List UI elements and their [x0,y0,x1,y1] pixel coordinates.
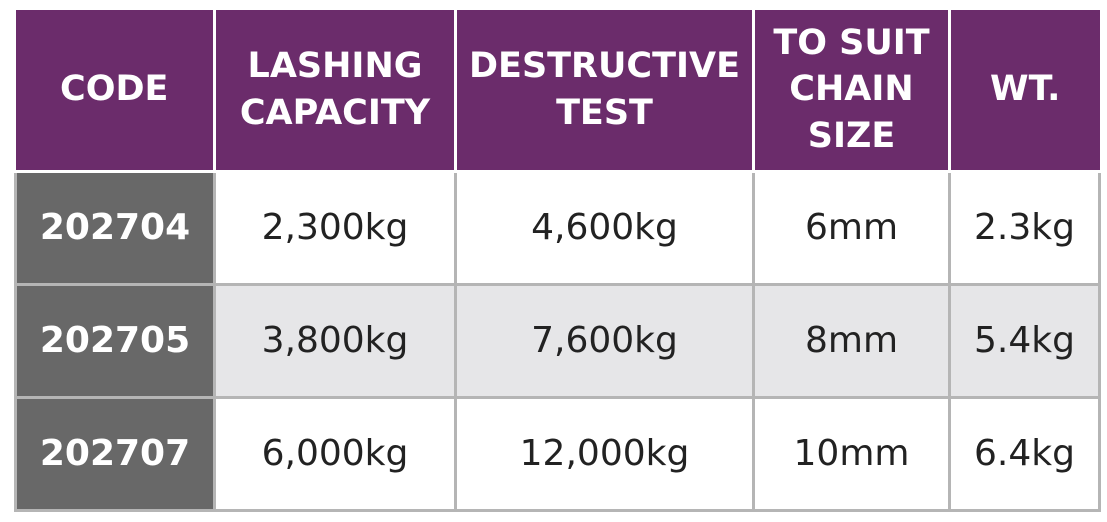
header-code-line: CODE [60,69,169,110]
table-row: 202704 2,300kg 4,600kg 6mm 2.3kg [14,169,1101,286]
header-code: CODE [15,10,216,173]
cell-weight: 6.4kg [948,395,1101,512]
cell-lashing-capacity: 3,800kg [213,282,457,399]
header-destructive-test-line: DESTRUCTIVE [469,46,740,87]
cell-destructive-test: 12,000kg [454,395,755,512]
table-header-row: CODE LASHING CAPACITY DESTRUCTIVE TEST T… [15,10,1100,173]
cell-code: 202707 [14,395,216,512]
header-chain-size-line: SIZE [807,116,896,157]
cell-destructive-test: 7,600kg [454,282,755,399]
header-lashing-capacity-line: CAPACITY [239,92,431,133]
header-destructive-test: DESTRUCTIVE TEST [455,10,755,173]
spec-table: CODE LASHING CAPACITY DESTRUCTIVE TEST T… [14,10,1101,512]
cell-lashing-capacity: 6,000kg [213,395,457,512]
cell-weight: 2.3kg [948,169,1101,286]
cell-chain-size: 8mm [752,282,951,399]
header-weight-line: WT. [990,69,1061,110]
cell-chain-size: 6mm [752,169,951,286]
header-chain-size-line: CHAIN [789,69,914,110]
cell-chain-size: 10mm [752,395,951,512]
header-weight: WT. [949,10,1100,173]
header-destructive-test-line: TEST [556,92,653,133]
cell-destructive-test: 4,600kg [454,169,755,286]
cell-code: 202705 [14,282,216,399]
table-row: 202707 6,000kg 12,000kg 10mm 6.4kg [14,395,1101,512]
table-row: 202705 3,800kg 7,600kg 8mm 5.4kg [14,282,1101,399]
header-chain-size: TO SUIT CHAIN SIZE [753,10,951,173]
cell-code: 202704 [14,169,216,286]
cell-weight: 5.4kg [948,282,1101,399]
header-chain-size-line: TO SUIT [773,22,930,63]
header-lashing-capacity: LASHING CAPACITY [214,10,457,173]
cell-lashing-capacity: 2,300kg [213,169,457,286]
header-lashing-capacity-line: LASHING [247,46,423,87]
